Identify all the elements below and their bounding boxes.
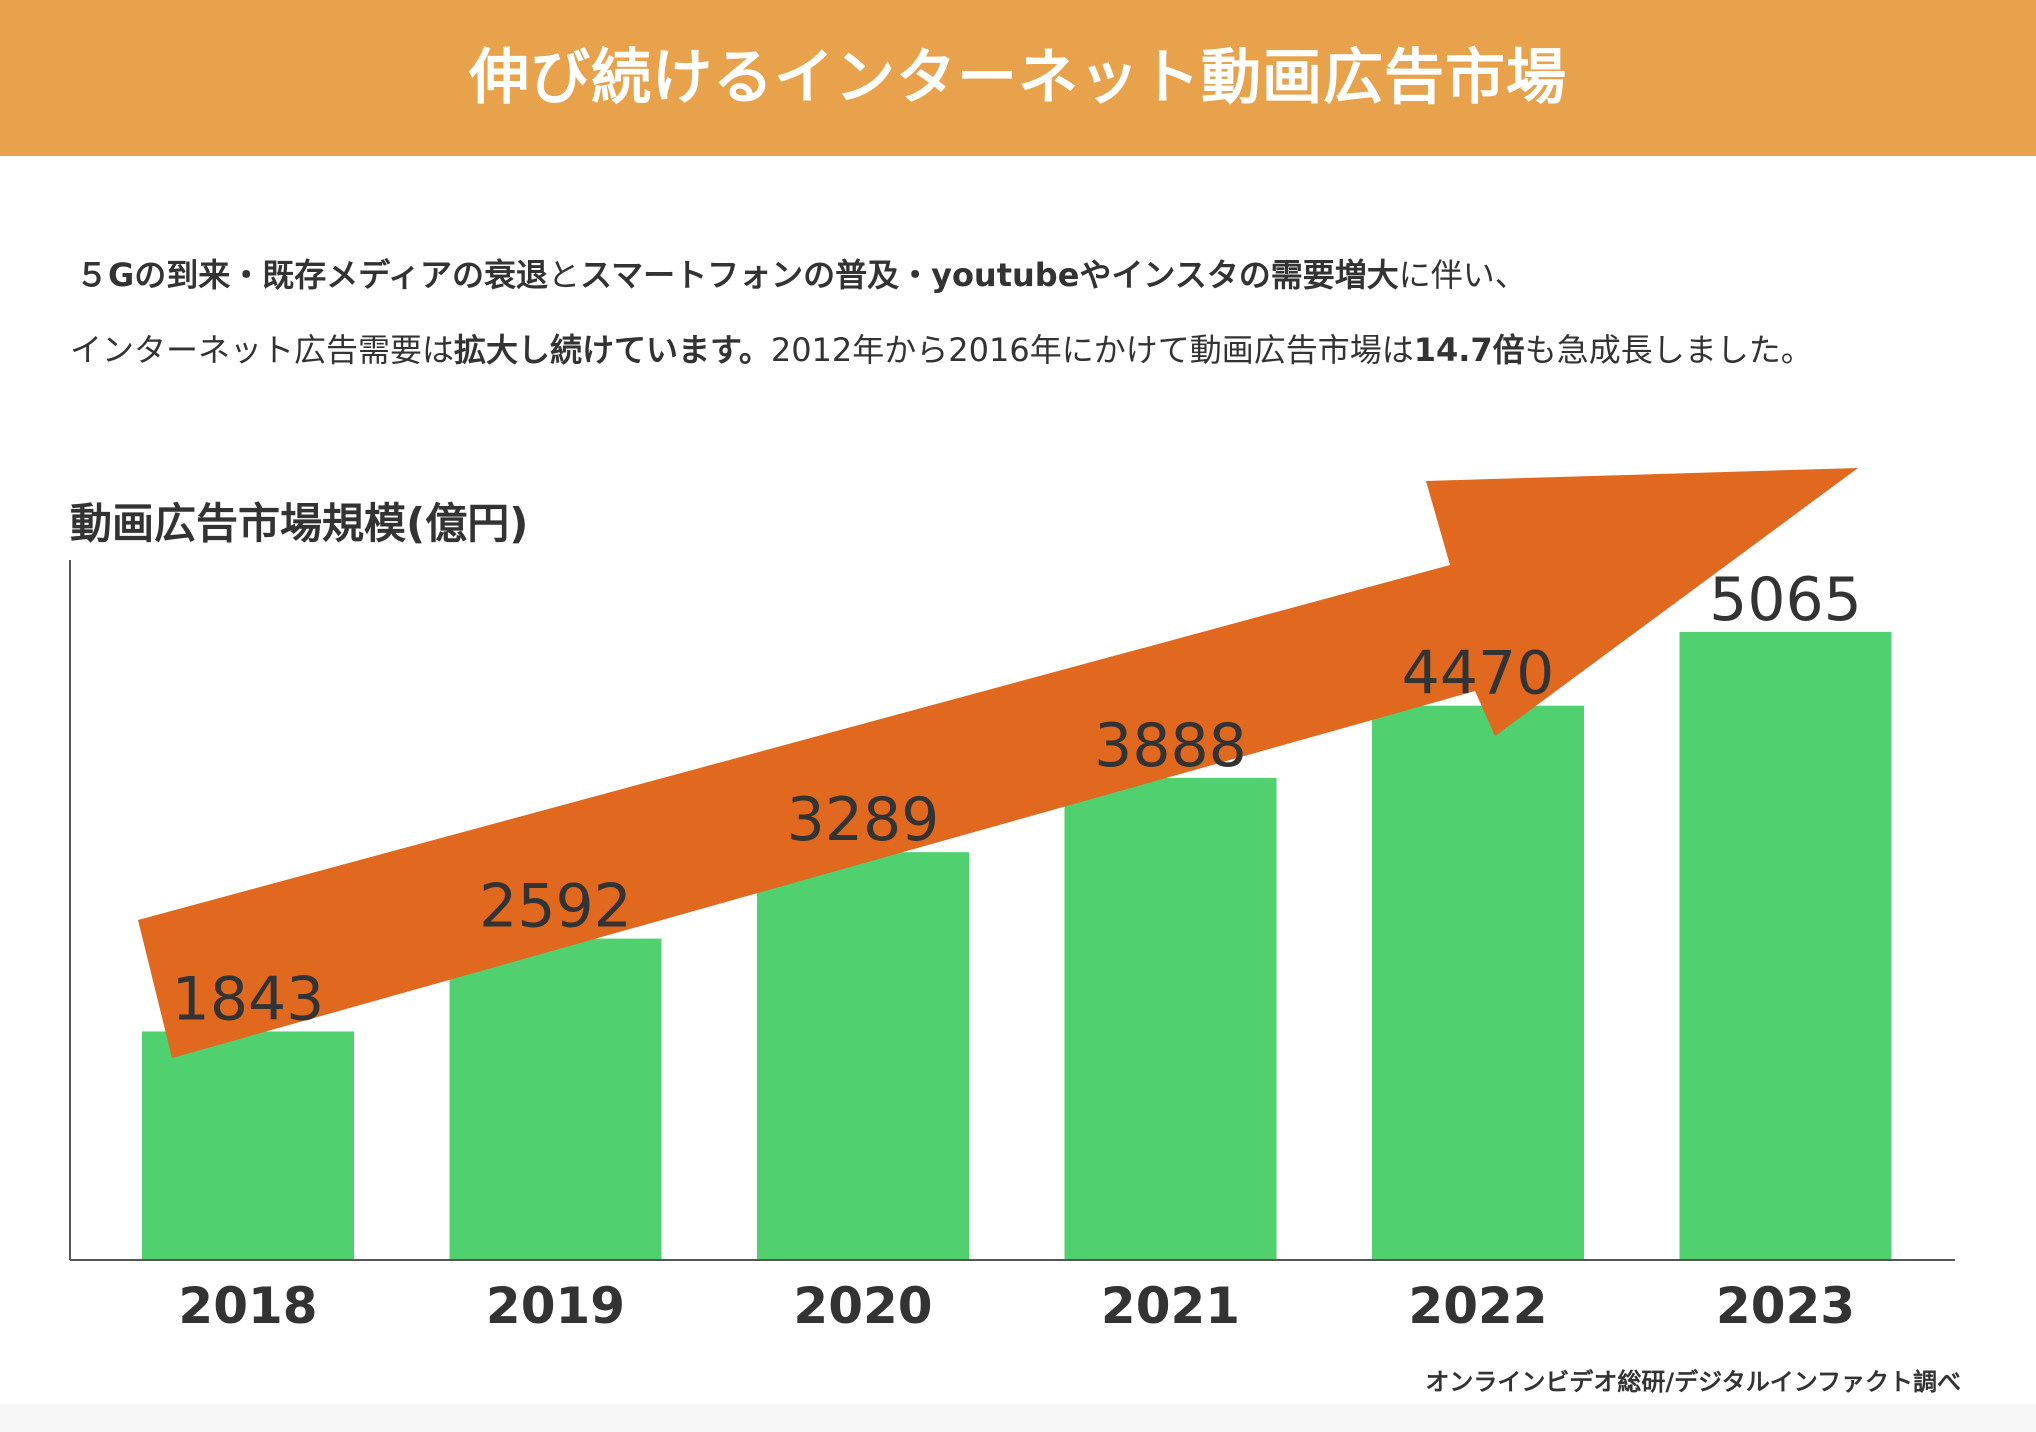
labels-layer: 1843 2018 2592 2019 3289 2020 3888 2021 4470 2022… — [172, 565, 1862, 1335]
bottom-band — [0, 1404, 2036, 1432]
description-line-1: ５Gの到来・既存メディアの衰退とスマートフォンの普及・youtubeやインスタの… — [76, 250, 1527, 296]
description-segment: と — [548, 256, 581, 294]
bar-2019 — [449, 938, 662, 1260]
data-label: 3289 — [787, 785, 940, 855]
description-segment: 14.7倍 — [1413, 331, 1525, 369]
bar-2022 — [1372, 705, 1584, 1260]
trend-arrow — [138, 468, 1858, 1058]
chart-title: 動画広告市場規模(億円) — [70, 499, 529, 548]
description-segment: 拡大し続けています。 — [454, 331, 771, 369]
data-label: 5065 — [1709, 565, 1862, 635]
x-tick-label: 2020 — [793, 1277, 932, 1335]
description-segment: も急成長しました。 — [1524, 331, 1813, 369]
data-label: 4470 — [1402, 639, 1555, 709]
data-label: 3888 — [1094, 711, 1247, 781]
bar-2021 — [1064, 777, 1277, 1260]
x-tick-label: 2019 — [486, 1277, 625, 1335]
source-note: オンラインビデオ総研/デジタルインファクト調べ — [1425, 1368, 1961, 1396]
description-segment: に伴い、 — [1398, 256, 1527, 294]
trend-arrow-shape — [138, 468, 1858, 1058]
bars-layer — [142, 631, 1892, 1260]
bar-2020 — [757, 852, 969, 1260]
bar-2023 — [1679, 631, 1892, 1260]
description-segment: 2012年から2016年にかけて動画広告市場は — [770, 331, 1414, 369]
data-label: 2592 — [479, 872, 632, 942]
x-tick-label: 2022 — [1408, 1277, 1547, 1335]
description-segment: インターネット広告需要は — [70, 331, 455, 369]
axes — [69, 560, 1955, 1261]
x-tick-label: 2023 — [1716, 1277, 1855, 1335]
header-banner: 伸び続けるインターネット動画広告市場 — [0, 0, 2036, 156]
x-tick-label: 2021 — [1101, 1277, 1240, 1335]
bar-2018 — [142, 1031, 354, 1260]
data-label: 1843 — [172, 964, 325, 1034]
page-title: 伸び続けるインターネット動画広告市場 — [469, 43, 1567, 113]
description-segment: ５Gの到来・既存メディアの衰退 — [76, 256, 549, 294]
description-segment: スマートフォンの普及・youtubeやインスタの需要増大 — [580, 256, 1399, 294]
x-tick-label: 2018 — [178, 1277, 317, 1335]
description-line-2: インターネット広告需要は拡大し続けています。2012年から2016年にかけて動画… — [70, 325, 1813, 371]
